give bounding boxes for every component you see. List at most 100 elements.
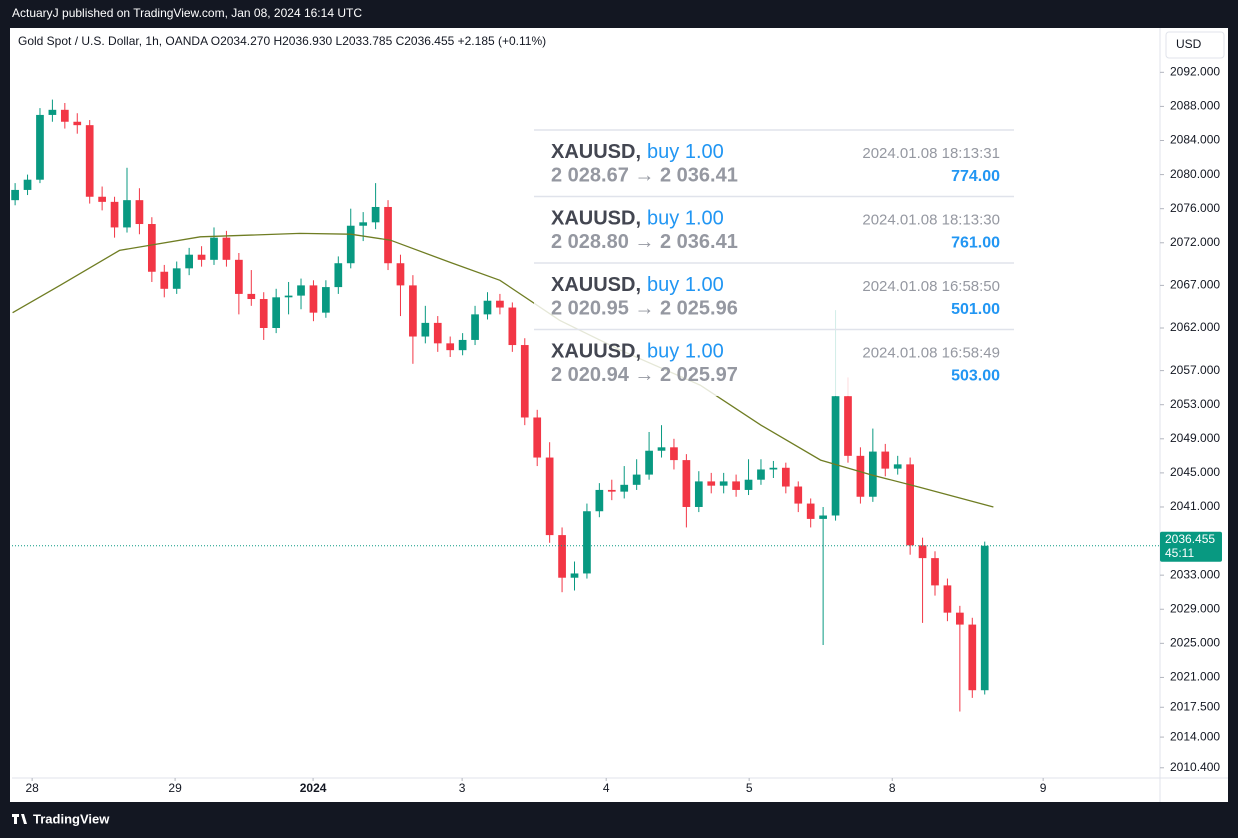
candle-body — [868, 451, 877, 497]
candle-body — [409, 285, 417, 337]
trade-symbol: XAUUSD, buy 1.00 — [551, 341, 724, 363]
x-tick-label: 2024 — [300, 781, 327, 795]
candle-body — [396, 263, 405, 286]
x-tick-label: 29 — [168, 781, 182, 795]
candle-body — [732, 481, 740, 490]
candle-body — [359, 222, 368, 226]
trade-prices: 2 020.95 → 2 025.96 — [551, 297, 738, 319]
candle-body — [210, 237, 218, 260]
y-tick-label: 2053.000 — [1170, 397, 1220, 411]
candle-body — [694, 481, 703, 507]
candle-body — [284, 295, 293, 298]
trade-prices: 2 020.94 → 2 025.97 — [551, 364, 738, 386]
candle-body — [11, 189, 19, 201]
candle-body — [570, 573, 579, 578]
x-tick-label: 28 — [25, 781, 39, 795]
candle-body — [595, 489, 604, 512]
candle-body — [931, 558, 939, 586]
candle-body — [272, 297, 281, 328]
publish-header: ActuaryJ published on TradingView.com, J… — [12, 6, 362, 20]
candle-body — [483, 300, 492, 315]
candle-body — [893, 464, 902, 469]
candle-body — [371, 206, 380, 223]
candle-body — [23, 179, 32, 190]
candle-body — [632, 474, 641, 485]
candle-body — [247, 293, 256, 300]
candles — [11, 99, 989, 712]
trade-time: 2024.01.08 16:58:50 — [862, 278, 1000, 295]
candle-body — [881, 451, 890, 469]
y-tick-label: 2067.000 — [1170, 278, 1220, 292]
candle-body — [757, 469, 765, 480]
candle-body — [384, 206, 392, 264]
candle-body — [781, 467, 790, 487]
candle-body — [160, 271, 169, 289]
candle-body — [918, 545, 927, 559]
candle-body — [520, 345, 529, 418]
trade-time: 2024.01.08 18:13:31 — [862, 145, 1000, 162]
candle-body — [583, 511, 591, 574]
trade-symbol: XAUUSD, buy 1.00 — [551, 208, 724, 230]
trade-symbol-text: XAUUSD, — [551, 208, 641, 230]
trade-symbol: XAUUSD, buy 1.00 — [551, 141, 724, 163]
candle-body — [968, 624, 977, 691]
candle-body — [558, 535, 566, 578]
candle-body — [670, 447, 678, 461]
candle-body — [508, 307, 517, 346]
trade-symbol-text: XAUUSD, — [551, 341, 641, 363]
footer-brand: TradingView — [33, 811, 110, 826]
candle-body — [645, 450, 653, 475]
moving-average — [12, 232, 994, 508]
candle-body — [980, 545, 989, 691]
trade-time: 2024.01.08 18:13:30 — [862, 211, 1000, 228]
y-tick-label: 2045.000 — [1170, 465, 1220, 479]
y-tick-label: 2041.000 — [1170, 499, 1220, 513]
candle-body — [831, 396, 840, 516]
candle-body — [471, 314, 479, 340]
trade-side: buy 1.00 — [647, 208, 724, 230]
trade-side: buy 1.00 — [647, 341, 724, 363]
footer-logo — [12, 814, 27, 824]
candle-body — [856, 455, 865, 497]
chart-legend: Gold Spot / U.S. Dollar, 1h, OANDA O2034… — [18, 34, 546, 48]
candle-body — [769, 467, 778, 470]
candle-body — [433, 322, 442, 344]
candle-body — [819, 515, 827, 519]
trade-profit: 501.00 — [951, 301, 1000, 318]
y-tick-label: 2092.000 — [1170, 64, 1220, 78]
candle-body — [73, 121, 82, 126]
y-tick-label: 2084.000 — [1170, 133, 1220, 147]
trade-side: buy 1.00 — [647, 141, 724, 163]
x-tick-label: 8 — [889, 781, 896, 795]
currency-button[interactable] — [1165, 31, 1225, 59]
candle-body — [334, 263, 343, 288]
candle-body — [48, 109, 57, 115]
candle-body — [943, 585, 952, 613]
candle-body — [197, 254, 206, 260]
candle-body — [744, 479, 753, 490]
candle-body — [297, 285, 305, 296]
candle-body — [235, 259, 243, 294]
y-tick-label: 2080.000 — [1170, 167, 1220, 181]
candle-body — [110, 201, 119, 228]
y-tick-label: 2017.500 — [1170, 699, 1220, 713]
candle-body — [147, 224, 156, 272]
y-tick-label: 2076.000 — [1170, 201, 1220, 215]
candle-body — [60, 109, 69, 122]
candle-body — [185, 254, 193, 269]
y-tick-label: 2049.000 — [1170, 431, 1220, 445]
candle-body — [956, 612, 964, 625]
trade-prices: 2 028.67 → 2 036.41 — [551, 164, 738, 186]
x-tick-label: 5 — [746, 781, 753, 795]
candle-body — [85, 125, 94, 197]
trade-symbol-text: XAUUSD, — [551, 274, 641, 296]
candle-body — [657, 447, 666, 451]
y-tick-label: 2062.000 — [1170, 320, 1220, 334]
candle-body — [421, 322, 430, 337]
candle-body — [322, 287, 330, 313]
y-tick-label: 2057.000 — [1170, 363, 1220, 377]
trade-symbol-text: XAUUSD, — [551, 141, 641, 163]
trade-side: buy 1.00 — [647, 274, 724, 296]
trades-panel: XAUUSD, buy 1.002 028.67 → 2 036.412024.0… — [534, 129, 1014, 396]
